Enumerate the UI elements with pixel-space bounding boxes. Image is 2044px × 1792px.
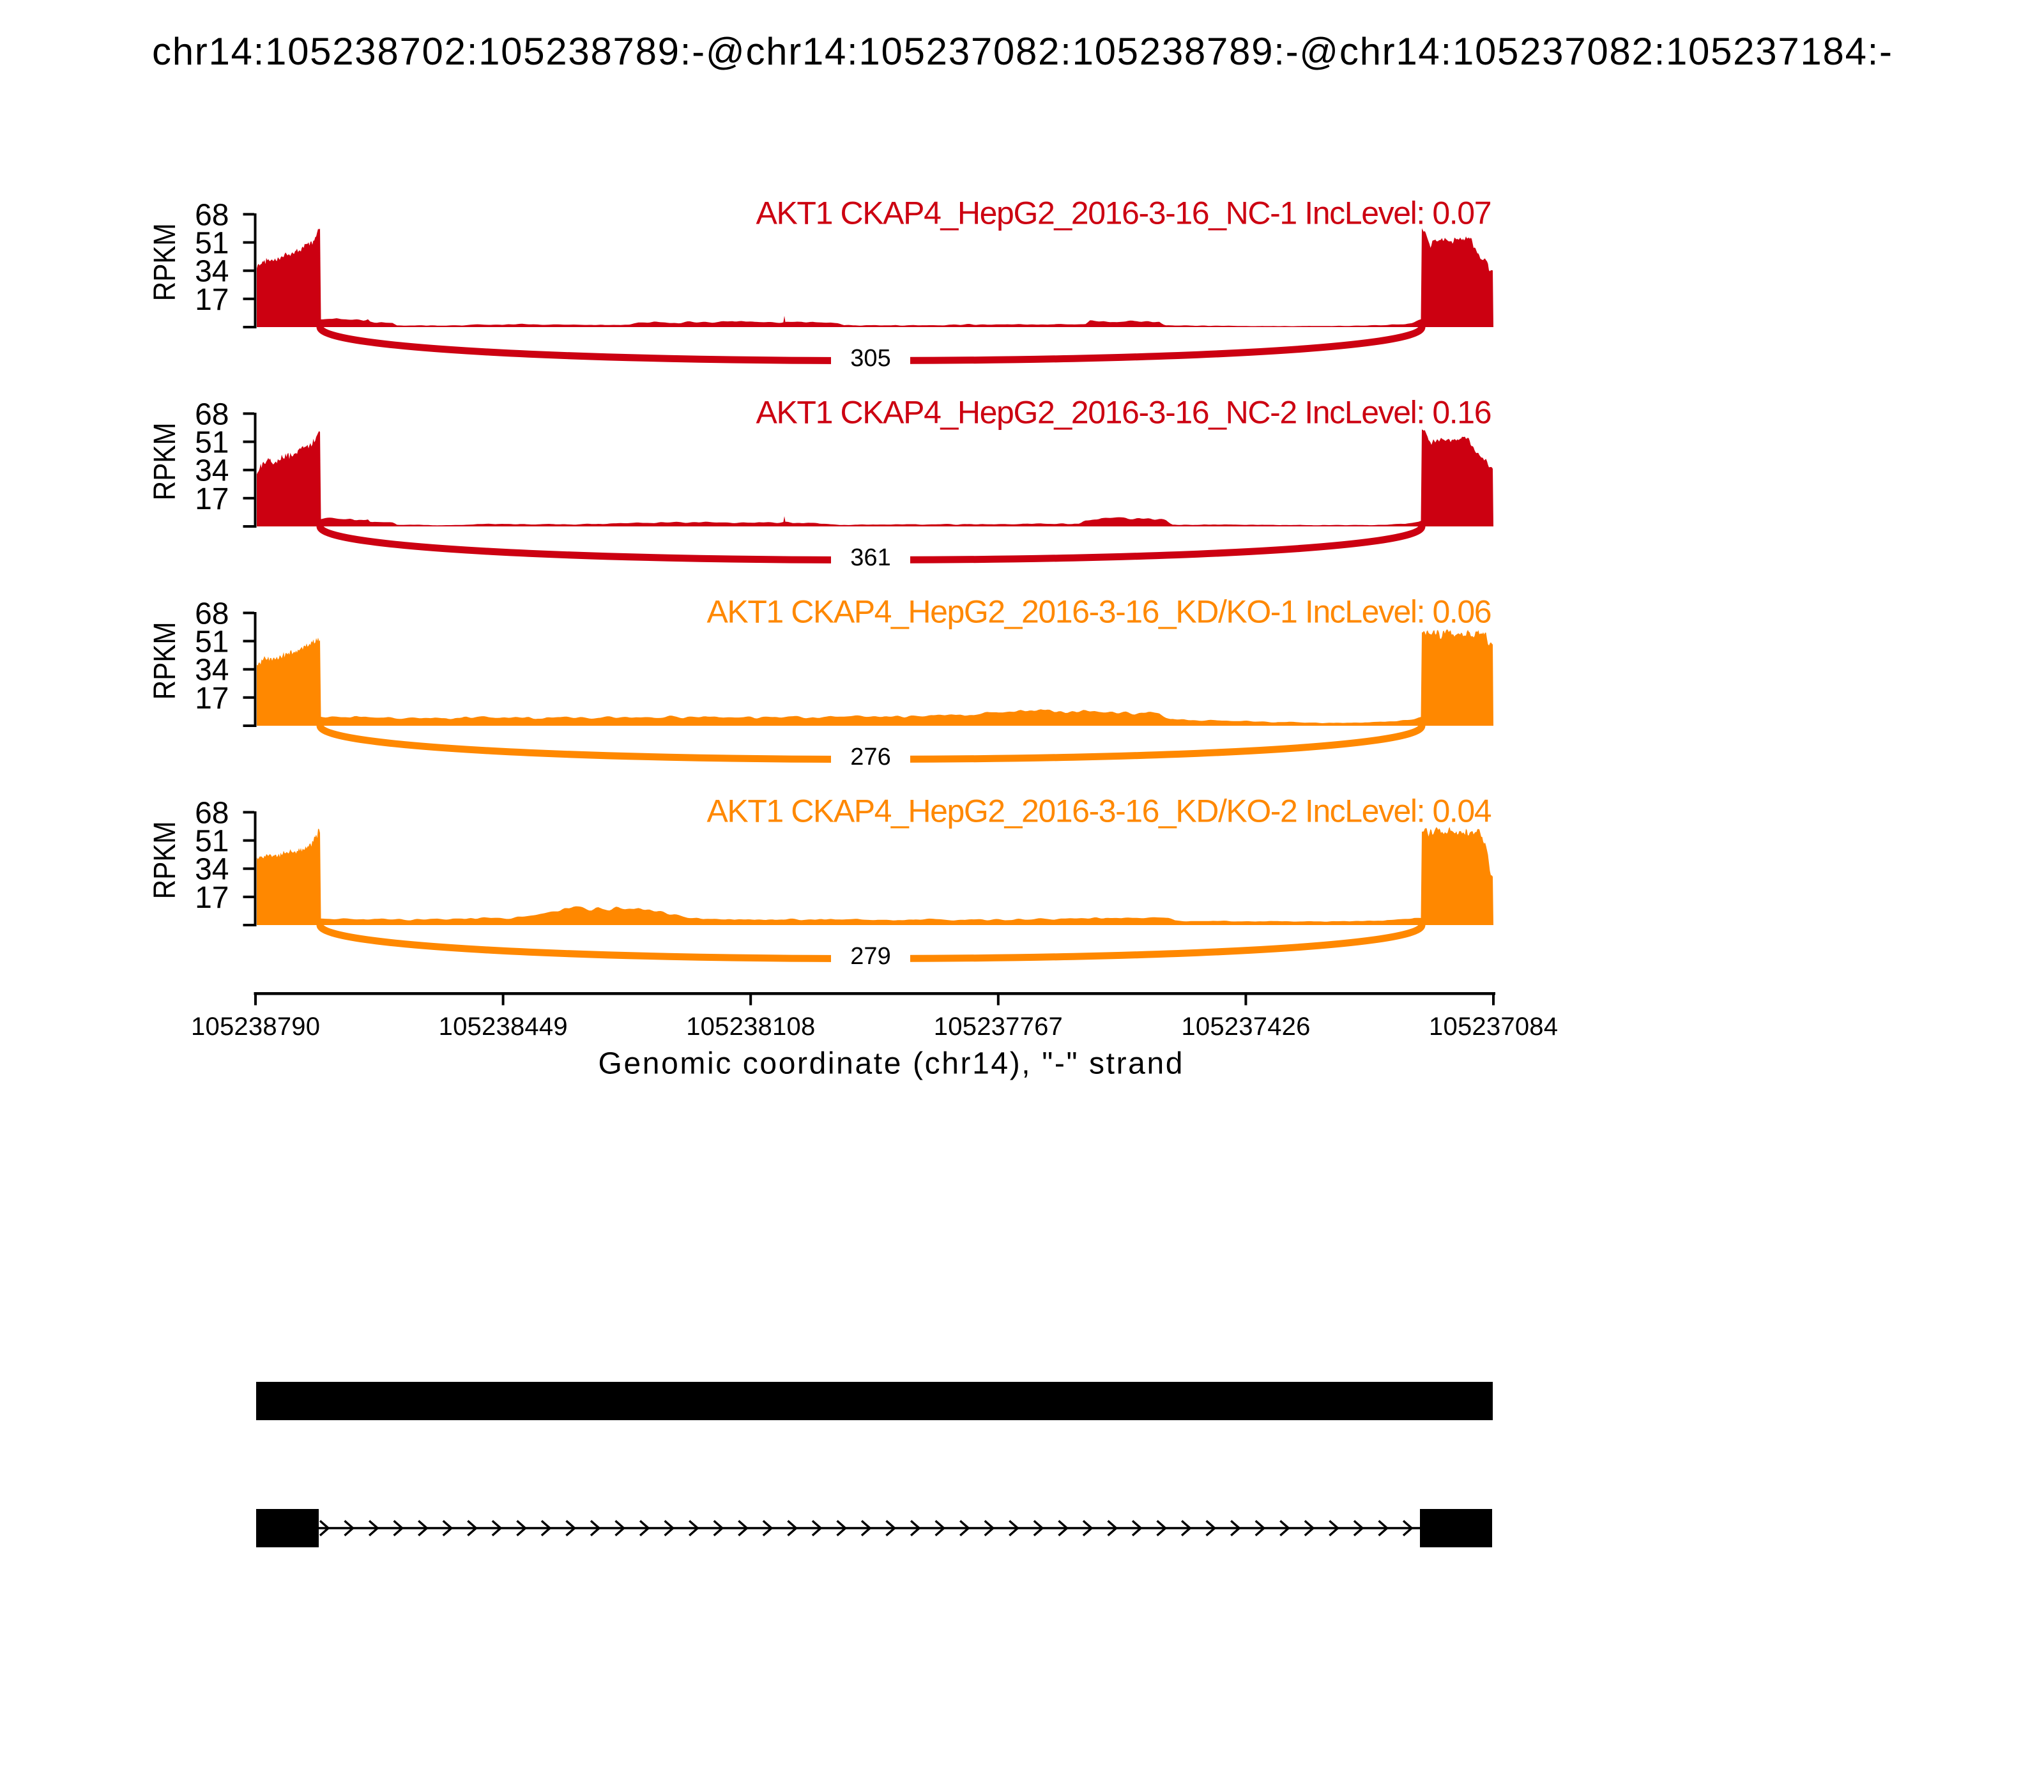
svg-text:17: 17 [195, 283, 229, 317]
svg-text:34: 34 [195, 454, 229, 488]
svg-text:105238108: 105238108 [686, 1013, 815, 1041]
svg-text:105237767: 105237767 [934, 1013, 1063, 1041]
svg-text:305: 305 [850, 345, 890, 372]
svg-text:68: 68 [195, 597, 229, 631]
svg-text:105237084: 105237084 [1429, 1013, 1558, 1041]
svg-text:51: 51 [195, 426, 229, 460]
svg-text:279: 279 [850, 943, 890, 970]
svg-text:34: 34 [195, 255, 229, 289]
svg-text:RPKM: RPKM [148, 821, 182, 899]
svg-text:276: 276 [850, 744, 890, 770]
svg-text:AKT1 CKAP4_HepG2_2016-3-16_NC-: AKT1 CKAP4_HepG2_2016-3-16_NC-2 IncLevel… [756, 395, 1492, 431]
svg-text:51: 51 [195, 227, 229, 261]
svg-text:RPKM: RPKM [148, 422, 182, 500]
svg-text:AKT1 CKAP4_HepG2_2016-3-16_KD/: AKT1 CKAP4_HepG2_2016-3-16_KD/KO-1 IncLe… [707, 594, 1492, 630]
svg-text:Genomic coordinate (chr14), "-: Genomic coordinate (chr14), "-" strand [599, 1047, 1183, 1081]
svg-text:AKT1 CKAP4_HepG2_2016-3-16_NC-: AKT1 CKAP4_HepG2_2016-3-16_NC-1 IncLevel… [756, 195, 1492, 231]
svg-text:chr14:105238702:105238789:-@ch: chr14:105238702:105238789:-@chr14:105237… [152, 30, 1892, 73]
svg-text:68: 68 [195, 796, 229, 830]
svg-text:105238449: 105238449 [439, 1013, 568, 1041]
svg-text:51: 51 [195, 825, 229, 859]
svg-text:RPKM: RPKM [148, 223, 182, 301]
svg-text:34: 34 [195, 853, 229, 887]
svg-text:AKT1 CKAP4_HepG2_2016-3-16_KD/: AKT1 CKAP4_HepG2_2016-3-16_KD/KO-2 IncLe… [707, 793, 1492, 829]
svg-text:17: 17 [195, 881, 229, 915]
svg-text:105237426: 105237426 [1181, 1013, 1310, 1041]
svg-text:105238790: 105238790 [191, 1013, 320, 1041]
svg-text:RPKM: RPKM [148, 622, 182, 700]
svg-text:361: 361 [850, 544, 890, 571]
svg-text:51: 51 [195, 625, 229, 659]
svg-text:68: 68 [195, 198, 229, 232]
svg-text:68: 68 [195, 397, 229, 431]
svg-text:34: 34 [195, 654, 229, 687]
svg-text:17: 17 [195, 682, 229, 716]
svg-text:17: 17 [195, 482, 229, 516]
